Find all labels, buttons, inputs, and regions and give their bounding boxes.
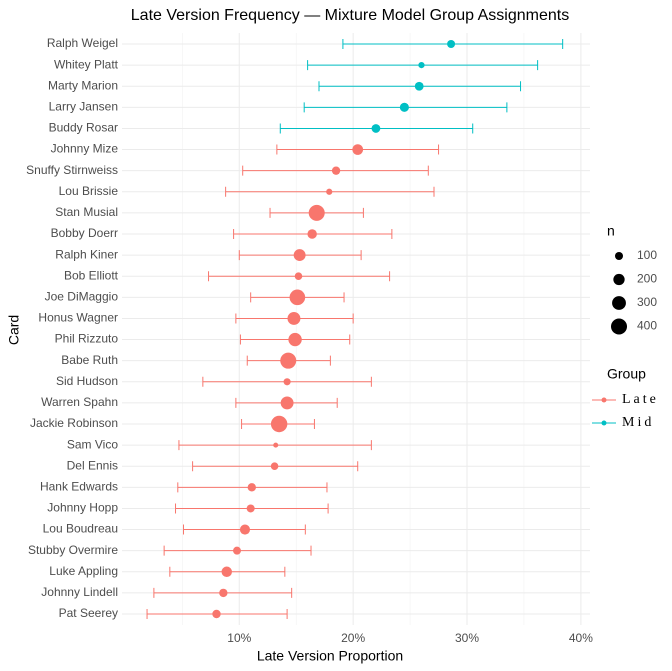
y-tick-label: Del Ennis (67, 458, 118, 472)
point (280, 352, 297, 369)
point (289, 289, 306, 306)
point (418, 62, 425, 69)
point (219, 588, 228, 598)
y-tick-label: Johnny Hopp (47, 501, 118, 515)
x-axis-title: Late Version Proportion (257, 648, 403, 664)
legend-label: Mid (622, 415, 654, 430)
x-tick-label: 10% (227, 631, 251, 645)
point (331, 166, 341, 175)
y-tick-label: Jackie Robinson (30, 416, 118, 430)
point (294, 272, 303, 281)
x-tick-label: 30% (455, 631, 479, 645)
y-tick-label: Pat Seerey (59, 606, 118, 620)
point (239, 524, 251, 535)
chart-title: Late Version Frequency — Mixture Model G… (131, 7, 569, 24)
y-tick-label: Sam Vico (67, 437, 118, 451)
y-tick-label: Phil Rizzuto (55, 332, 119, 346)
x-tick-label: 20% (341, 631, 365, 645)
y-tick-label: Lou Boudreau (43, 522, 118, 536)
point (233, 546, 242, 555)
x-tick-label: 40% (569, 631, 593, 645)
y-tick-label: Hank Edwards (40, 480, 118, 494)
y-tick-label: Bob Elliott (64, 268, 119, 282)
point (273, 442, 279, 448)
point (270, 462, 279, 471)
size-legend-title: n (607, 223, 615, 239)
legend-key-dot (601, 397, 607, 403)
point (447, 40, 456, 48)
y-tick-label: Honus Wagner (38, 311, 118, 325)
size-legend-label: 200 (637, 272, 657, 286)
y-tick-label: Johnny Mize (51, 142, 119, 156)
y-tick-label: Luke Appling (49, 564, 118, 578)
y-tick-label: Lou Brissie (59, 184, 119, 198)
y-tick-label: Buddy Rosar (49, 121, 118, 135)
y-tick-label: Marty Marion (48, 78, 118, 92)
point (307, 229, 317, 239)
y-tick-label: Sid Hudson (56, 374, 118, 388)
size-legend-label: 100 (637, 248, 657, 262)
point (283, 378, 291, 386)
point (212, 609, 221, 619)
y-tick-label: Whitey Platt (54, 57, 119, 71)
y-tick-label: Snuffy Stirnweiss (26, 163, 118, 177)
point (399, 102, 409, 112)
size-legend-label: 300 (637, 295, 657, 309)
y-tick-label: Stubby Overmire (28, 543, 118, 557)
point (247, 483, 257, 492)
size-legend-label: 400 (637, 319, 657, 333)
y-tick-label: Bobby Doerr (51, 226, 118, 240)
point (246, 504, 255, 513)
y-tick-label: Larry Jansen (49, 100, 118, 114)
point (280, 396, 294, 410)
point (414, 81, 424, 91)
legend-label: Late (622, 392, 659, 407)
point (326, 188, 333, 195)
legend-key-dot (601, 420, 607, 426)
point (293, 249, 306, 262)
size-legend-key (615, 252, 623, 260)
point (371, 124, 381, 133)
size-legend-key (613, 273, 625, 286)
y-tick-label: Joe DiMaggio (45, 290, 119, 304)
y-axis-title: Card (6, 315, 22, 345)
y-tick-label: Warren Spahn (41, 395, 118, 409)
point (287, 311, 301, 325)
color-legend-title: Group (607, 366, 646, 382)
point (352, 144, 364, 155)
point (308, 204, 325, 221)
point (221, 566, 232, 577)
size-legend-key (611, 318, 627, 335)
y-tick-label: Stan Musial (55, 205, 118, 219)
y-tick-label: Johnny Lindell (41, 585, 118, 599)
size-legend-key (612, 296, 626, 310)
y-tick-label: Ralph Kiner (55, 247, 118, 261)
point (288, 332, 302, 347)
y-tick-label: Ralph Weigel (47, 36, 118, 50)
point (270, 415, 288, 433)
y-tick-label: Babe Ruth (61, 353, 118, 367)
